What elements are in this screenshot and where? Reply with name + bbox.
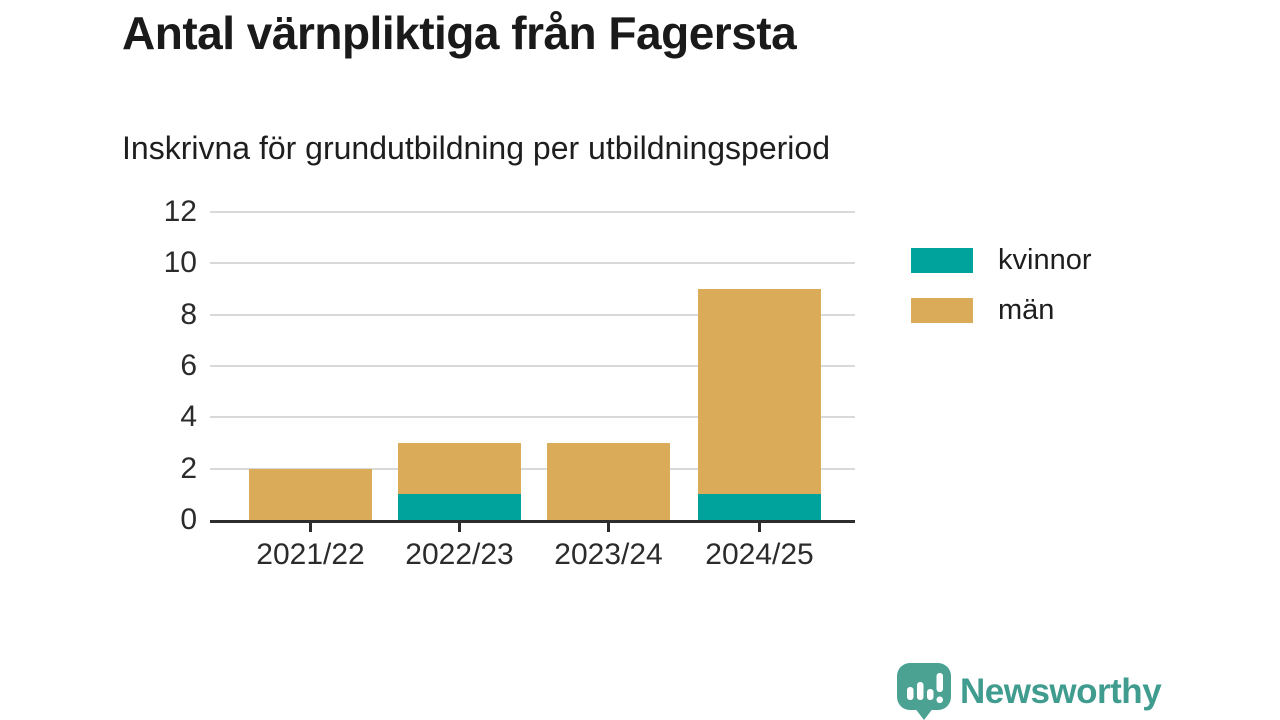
legend-swatch-män	[911, 298, 973, 323]
brand-footer: Newsworthy	[897, 663, 1162, 720]
gridline-y12	[210, 211, 855, 213]
x-axis-label: 2022/23	[405, 538, 514, 571]
x-axis-label: 2021/22	[256, 538, 365, 571]
x-axis-label: 2024/25	[705, 538, 814, 571]
gridline-y10	[210, 262, 855, 265]
y-axis-label: 8	[180, 297, 197, 331]
gridline-y4	[210, 416, 855, 419]
gridline-y2	[210, 467, 855, 470]
y-axis-label: 0	[180, 503, 197, 536]
plot-area: 0 2 4 6 8 10 12 2021/22 2022/23 2023/24 2024/25	[164, 196, 855, 571]
bar-segment-män-2022/23	[398, 443, 521, 495]
bar-segment-kvinnor-2022/23	[398, 494, 521, 520]
gridline-y6	[210, 365, 855, 367]
legend-label: kvinnor	[998, 244, 1092, 276]
y-axis-label: 10	[163, 246, 197, 280]
legend-item-kvinnor: kvinnor	[911, 246, 1092, 275]
y-axis-label: 12	[163, 195, 197, 228]
brand-name: Newsworthy	[960, 672, 1162, 711]
gridline-y8	[210, 313, 855, 316]
newsworthy-logo-icon	[897, 663, 951, 720]
y-axis-label: 4	[180, 400, 197, 434]
x-axis-label: 2023/24	[554, 538, 663, 571]
legend-item-män: män	[911, 296, 1092, 325]
legend: kvinnor män	[911, 246, 1092, 346]
x-axis-tick	[758, 523, 761, 532]
x-axis-tick	[309, 523, 312, 532]
x-axis-tick	[607, 523, 610, 532]
bar-segment-kvinnor-2024/25	[698, 494, 821, 520]
chart-subtitle: Inskrivna för grundutbildning per utbild…	[122, 130, 830, 166]
legend-swatch-kvinnor	[911, 248, 973, 273]
bar-segment-män-2024/25	[698, 289, 821, 495]
x-axis-tick	[458, 523, 461, 532]
bar-segment-män-2021/22	[249, 468, 372, 520]
y-axis-label: 6	[180, 349, 197, 382]
legend-label: män	[998, 294, 1055, 326]
bar-segment-män-2023/24	[547, 443, 670, 520]
chart-title: Antal värnpliktiga från Fagersta	[122, 7, 797, 59]
y-axis-label: 2	[180, 451, 197, 485]
